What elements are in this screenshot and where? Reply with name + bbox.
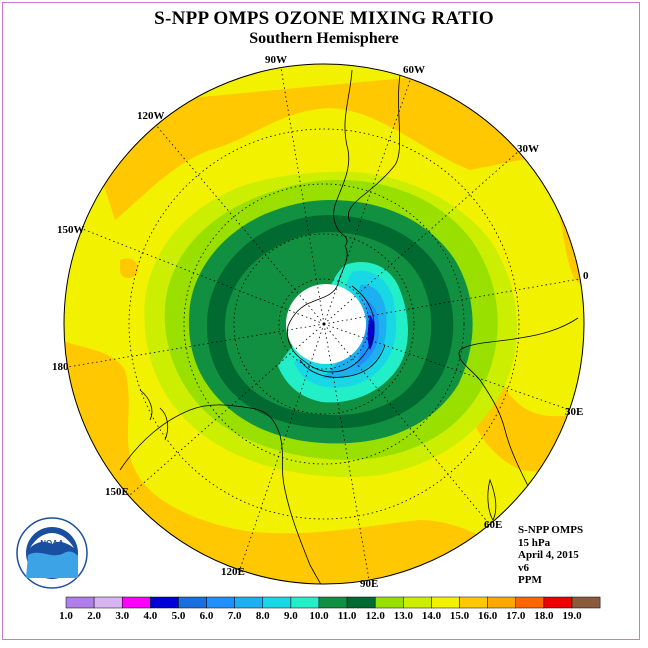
color-scale-tick-label: 6.0: [200, 610, 214, 622]
color-scale-swatch: [459, 596, 488, 609]
color-scale-tick-label: 5.0: [172, 610, 186, 622]
coast-antarctica: [287, 245, 375, 373]
image-frame: [2, 2, 640, 640]
info-units: PPM: [518, 574, 542, 586]
coast-africa: [458, 317, 579, 491]
info-version: v6: [518, 561, 529, 574]
info-date: April 4, 2015: [518, 549, 579, 561]
coast-south-america: [333, 69, 353, 247]
color-scale-tick-label: 9.0: [284, 610, 298, 622]
color-scale-swatch: [290, 596, 320, 609]
color-scale-swatch: [431, 596, 460, 609]
noaa-logo-text: NOAA: [40, 539, 64, 548]
color-scale-tick-label: 13.0: [394, 610, 414, 622]
color-scale-swatch: [515, 596, 545, 609]
color-scale-tick-label: 2.0: [87, 610, 101, 622]
color-scale-swatch: [487, 596, 517, 609]
color-scale-tick-label: 1.0: [59, 610, 73, 622]
color-scale-swatch: [571, 596, 601, 609]
lon-label-30e: 30E: [565, 406, 583, 418]
color-scale-swatch: [403, 596, 432, 609]
color-scale-tick-label: 12.0: [366, 610, 386, 622]
map-title: S-NPP OMPS OZONE MIXING RATIO: [154, 8, 494, 29]
color-scale-tick-label: 8.0: [256, 610, 270, 622]
map-subtitle: Southern Hemisphere: [249, 30, 399, 47]
color-scale-swatch: [206, 596, 235, 609]
color-scale-swatch: [262, 596, 292, 609]
lon-label-60e: 60E: [484, 519, 502, 531]
color-scale-tick-label: 7.0: [228, 610, 242, 622]
color-scale-swatch: [374, 596, 404, 609]
color-scale-swatch: [93, 596, 123, 609]
color-scale-tick-label: 10.0: [309, 610, 329, 622]
lon-label-0: 0: [583, 270, 589, 282]
level-15-16-pocket: [120, 258, 139, 278]
longitude-labels: 90W 60W 30W 0 30E 60E 90E 120E 150E 180 …: [52, 54, 589, 590]
color-scale-tick-label: 3.0: [115, 610, 129, 622]
lon-label-150e: 150E: [105, 486, 129, 498]
color-scale-swatch: [318, 596, 348, 609]
south-pole-marker: [322, 322, 326, 326]
level-5-6: [367, 315, 375, 350]
color-scale: [65, 596, 601, 609]
color-scale-tick-label: 19.0: [562, 610, 582, 622]
color-scale-swatch: [65, 596, 95, 609]
polar-night-no-data: [286, 284, 366, 364]
color-scale-tick-label: 16.0: [478, 610, 498, 622]
color-scale-swatch: [121, 596, 151, 609]
color-scale-tick-label: 17.0: [506, 610, 526, 622]
hemisphere-outline: [63, 63, 585, 585]
lon-label-180: 180: [52, 361, 69, 373]
noaa-logo: NOAA: [16, 517, 88, 589]
color-scale-tick-label: 18.0: [534, 610, 554, 622]
info-pressure: 15 hPa: [518, 536, 551, 549]
lon-label-60w: 60W: [403, 64, 425, 76]
color-scale-swatch: [234, 596, 264, 609]
color-scale-tick-label: 15.0: [450, 610, 470, 622]
coast-australia: [119, 404, 329, 584]
color-scale-swatch: [346, 596, 376, 609]
lon-label-90e: 90E: [360, 578, 378, 590]
info-instrument: S-NPP OMPS: [518, 524, 584, 536]
lon-label-90w: 90W: [265, 54, 287, 66]
lon-label-120w: 120W: [137, 110, 165, 122]
coastlines: [119, 69, 579, 584]
lon-label-150w: 150W: [57, 224, 85, 236]
lon-label-30w: 30W: [517, 143, 539, 155]
latitude-circles: [128, 128, 520, 520]
color-scale-swatch: [150, 596, 179, 609]
color-scale-tick-label: 11.0: [338, 610, 357, 622]
meridians: [64, 64, 584, 584]
color-scale-ticks: 1.0 2.0 3.0 4.0 5.0 6.0 7.0 8.0 9.0 10.0 11.0 12.0 1…: [59, 610, 582, 622]
color-scale-swatch: [543, 596, 573, 609]
color-scale-swatch: [178, 596, 207, 609]
color-scale-tick-label: 14.0: [422, 610, 442, 622]
info-block: S-NPP OMPS 15 hPa April 4, 2015 v6 PPM: [518, 524, 583, 587]
color-scale-tick-label: 4.0: [143, 610, 157, 622]
lon-label-120e: 120E: [221, 566, 245, 578]
